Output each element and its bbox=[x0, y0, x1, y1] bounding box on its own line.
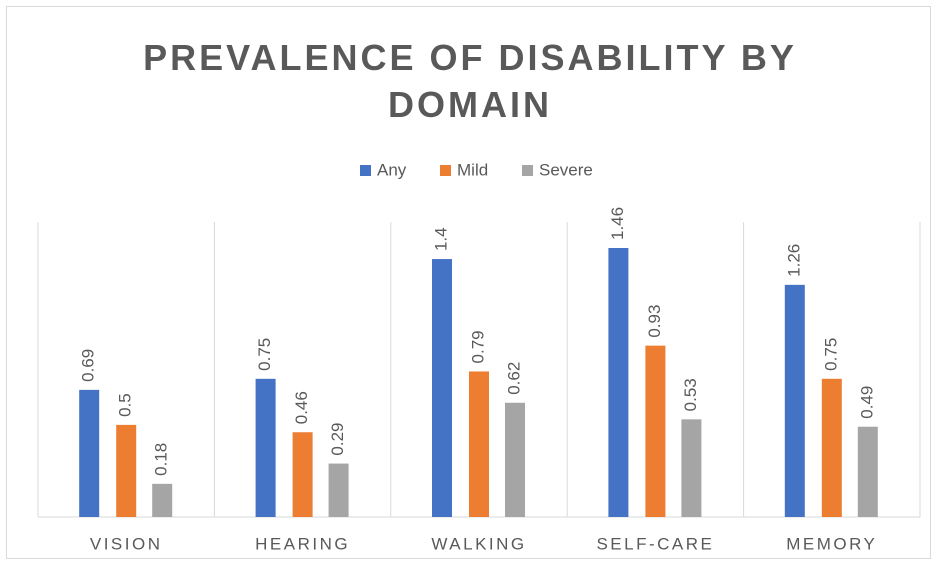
legend-label: Any bbox=[377, 160, 407, 179]
x-tick-label: VISION bbox=[90, 534, 163, 553]
x-tick-label: HEARING bbox=[255, 534, 350, 553]
chart-frame bbox=[6, 6, 931, 559]
bar bbox=[79, 389, 100, 517]
data-label: 0.18 bbox=[152, 443, 171, 476]
data-label: 0.75 bbox=[821, 338, 840, 371]
data-label: 0.29 bbox=[328, 422, 347, 455]
data-label: 0.79 bbox=[468, 330, 487, 363]
bar bbox=[784, 284, 805, 517]
bar bbox=[681, 419, 702, 517]
data-label: 1.4 bbox=[431, 227, 450, 251]
data-label: 1.46 bbox=[608, 207, 627, 240]
data-label: 0.93 bbox=[645, 305, 664, 338]
legend-swatch bbox=[522, 165, 533, 176]
x-tick-label: MEMORY bbox=[786, 534, 877, 553]
data-label: 0.75 bbox=[255, 338, 274, 371]
data-label: 0.62 bbox=[504, 362, 523, 395]
x-tick-label: WALKING bbox=[431, 534, 526, 553]
bar bbox=[152, 483, 173, 517]
legend-label: Severe bbox=[539, 160, 593, 179]
bar bbox=[255, 378, 276, 517]
bar bbox=[432, 259, 452, 517]
data-label: 0.53 bbox=[681, 378, 700, 411]
bar bbox=[328, 463, 349, 517]
data-label: 0.46 bbox=[292, 391, 311, 424]
data-label: 0.69 bbox=[79, 349, 98, 382]
bar bbox=[469, 371, 489, 517]
bar bbox=[608, 248, 629, 517]
bar bbox=[505, 402, 525, 517]
bar bbox=[821, 378, 842, 517]
legend-swatch bbox=[440, 165, 451, 176]
data-label: 1.26 bbox=[784, 244, 803, 277]
bar bbox=[645, 345, 666, 517]
x-tick-label: SELF-CARE bbox=[596, 534, 714, 553]
bar bbox=[292, 432, 313, 517]
bar bbox=[116, 424, 137, 517]
chart-title: PREVALENCE OF DISABILITY BY DOMAIN bbox=[143, 37, 797, 125]
data-label: 0.5 bbox=[116, 393, 135, 417]
legend-swatch bbox=[360, 165, 371, 176]
legend-label: Mild bbox=[457, 160, 488, 179]
bar bbox=[857, 426, 878, 517]
data-label: 0.49 bbox=[857, 386, 876, 419]
